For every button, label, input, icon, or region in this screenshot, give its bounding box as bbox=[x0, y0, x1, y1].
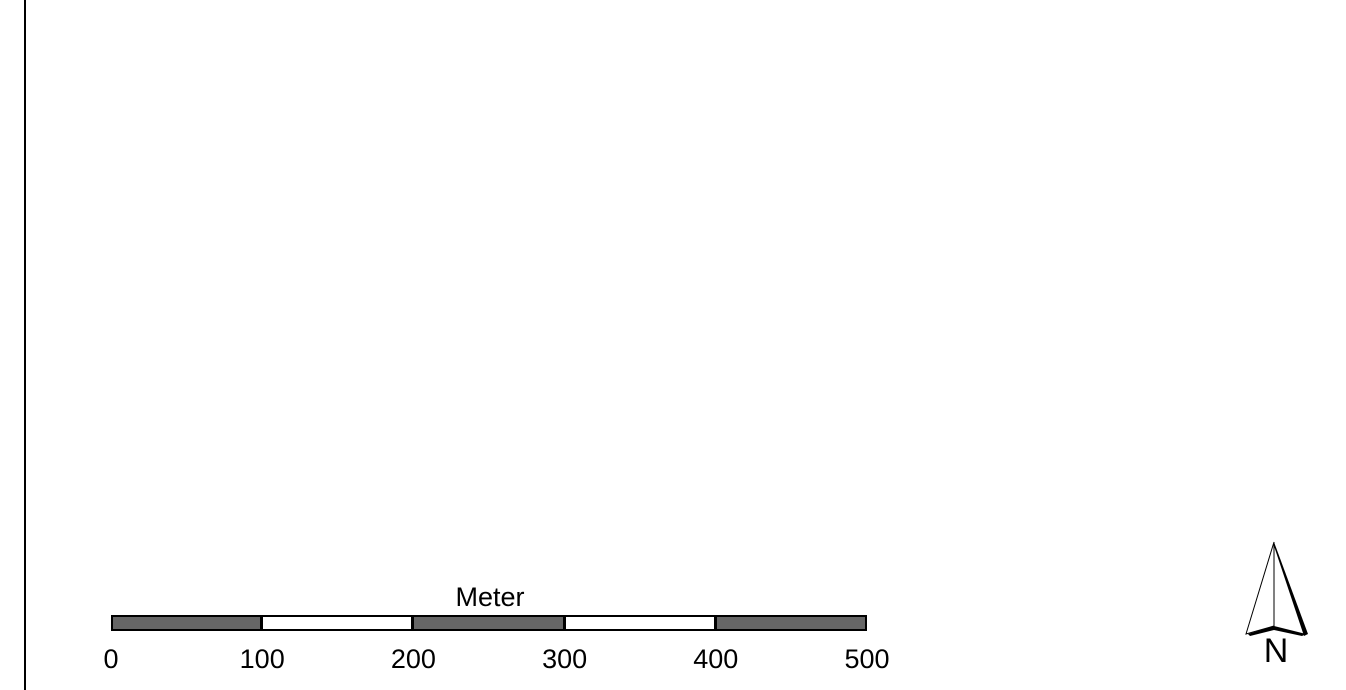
scale-bar-track bbox=[111, 615, 867, 631]
scale-bar-tick-label: 200 bbox=[390, 644, 436, 674]
scale-bar-segment bbox=[111, 615, 263, 631]
scale-bar-tick-label: 300 bbox=[542, 644, 588, 674]
north-arrow-icon bbox=[1245, 541, 1308, 636]
scale-bar-segment bbox=[714, 615, 867, 631]
scale-bar: Meter 0 100 200 300 400 500 bbox=[90, 580, 890, 690]
scale-bar-tick-label: 0 bbox=[103, 644, 119, 674]
scale-bar-segment bbox=[261, 615, 414, 631]
scale-bar-tick-label: 400 bbox=[693, 644, 739, 674]
north-arrow: N bbox=[1238, 536, 1318, 684]
scale-bar-segment bbox=[412, 615, 565, 631]
north-arrow-label: N bbox=[1263, 632, 1289, 670]
map-frame-border bbox=[24, 0, 26, 690]
scale-bar-unit-label: Meter bbox=[455, 582, 525, 612]
scale-bar-segment bbox=[563, 615, 716, 631]
scale-bar-tick-label: 500 bbox=[844, 644, 890, 674]
scale-bar-tick-label: 100 bbox=[239, 644, 285, 674]
